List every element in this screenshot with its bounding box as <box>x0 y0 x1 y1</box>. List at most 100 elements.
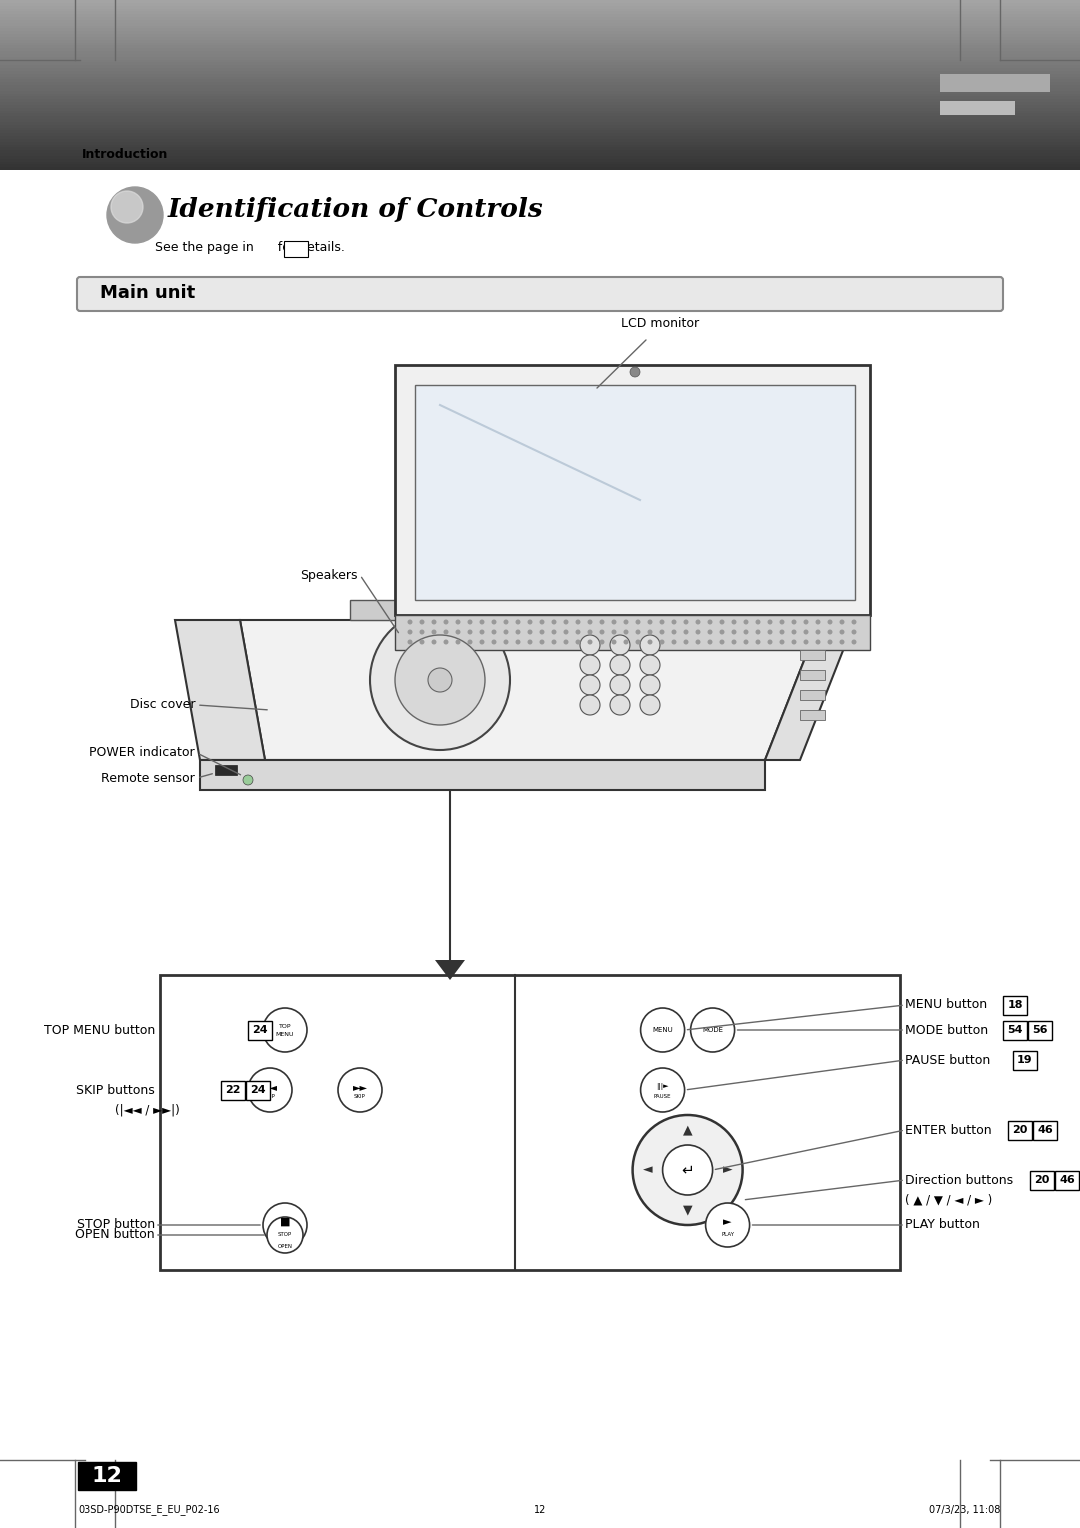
Circle shape <box>588 640 593 645</box>
Text: 19: 19 <box>1017 1054 1032 1065</box>
Bar <box>0 107 1080 110</box>
Bar <box>0 34 1080 37</box>
Circle shape <box>839 630 845 634</box>
Circle shape <box>804 630 809 634</box>
Text: 20: 20 <box>1012 1125 1028 1135</box>
Bar <box>0 127 1080 130</box>
Text: OPEN button: OPEN button <box>76 1229 156 1241</box>
Circle shape <box>432 640 436 645</box>
Bar <box>0 83 1080 86</box>
Circle shape <box>468 619 473 625</box>
Circle shape <box>768 619 772 625</box>
Text: LCD monitor: LCD monitor <box>621 316 699 330</box>
Circle shape <box>815 640 821 645</box>
Circle shape <box>419 630 424 634</box>
Circle shape <box>468 640 473 645</box>
Bar <box>0 113 1080 116</box>
Text: 56: 56 <box>1032 1025 1048 1034</box>
Bar <box>0 23 1080 26</box>
Circle shape <box>768 640 772 645</box>
Circle shape <box>731 640 737 645</box>
Circle shape <box>610 656 630 675</box>
Circle shape <box>444 640 448 645</box>
Bar <box>0 96 1080 99</box>
Circle shape <box>707 640 713 645</box>
Bar <box>0 9 1080 11</box>
Text: 46: 46 <box>1059 1175 1075 1186</box>
Circle shape <box>696 640 701 645</box>
Text: ( ▲ / ▼ / ◄ / ► ): ( ▲ / ▼ / ◄ / ► ) <box>905 1193 993 1207</box>
Circle shape <box>611 640 617 645</box>
Circle shape <box>264 1008 307 1051</box>
Circle shape <box>623 640 629 645</box>
Circle shape <box>588 630 593 634</box>
Circle shape <box>407 640 413 645</box>
Circle shape <box>815 619 821 625</box>
FancyBboxPatch shape <box>246 1080 270 1100</box>
Circle shape <box>611 630 617 634</box>
Bar <box>0 31 1080 34</box>
Circle shape <box>480 640 485 645</box>
Circle shape <box>780 640 784 645</box>
Circle shape <box>456 630 460 634</box>
Bar <box>0 119 1080 122</box>
Text: ▲: ▲ <box>683 1123 692 1137</box>
Circle shape <box>580 656 600 675</box>
Bar <box>0 99 1080 102</box>
Circle shape <box>468 630 473 634</box>
Text: Direction buttons: Direction buttons <box>905 1174 1013 1187</box>
Text: ◄◄: ◄◄ <box>262 1082 278 1093</box>
Circle shape <box>491 619 497 625</box>
Text: ↵: ↵ <box>681 1163 694 1178</box>
Bar <box>0 20 1080 23</box>
Text: Remote sensor: Remote sensor <box>102 772 195 784</box>
Text: ◄: ◄ <box>643 1163 652 1177</box>
Bar <box>0 150 1080 153</box>
Circle shape <box>719 619 725 625</box>
Circle shape <box>640 656 660 675</box>
Polygon shape <box>175 620 265 759</box>
Bar <box>0 156 1080 159</box>
Circle shape <box>707 619 713 625</box>
Circle shape <box>660 619 664 625</box>
Circle shape <box>540 630 544 634</box>
Bar <box>78 1462 136 1490</box>
Bar <box>0 73 1080 76</box>
Circle shape <box>792 640 797 645</box>
Circle shape <box>804 619 809 625</box>
Bar <box>0 76 1080 79</box>
Bar <box>0 70 1080 73</box>
Circle shape <box>743 630 748 634</box>
Circle shape <box>756 619 760 625</box>
Circle shape <box>527 640 532 645</box>
Circle shape <box>640 636 660 656</box>
Bar <box>0 86 1080 87</box>
Text: |||►: |||► <box>657 1083 669 1091</box>
Text: PAUSE: PAUSE <box>653 1094 672 1100</box>
Bar <box>0 57 1080 60</box>
FancyBboxPatch shape <box>1055 1170 1079 1189</box>
Bar <box>0 69 1080 70</box>
Circle shape <box>444 630 448 634</box>
Circle shape <box>623 619 629 625</box>
Circle shape <box>660 630 664 634</box>
Circle shape <box>696 619 701 625</box>
Circle shape <box>576 630 581 634</box>
Text: MENU: MENU <box>275 1033 294 1038</box>
Circle shape <box>456 619 460 625</box>
Text: Identification of Controls: Identification of Controls <box>168 197 543 223</box>
Bar <box>0 79 1080 83</box>
Circle shape <box>731 630 737 634</box>
Text: 07/3/23, 11:08: 07/3/23, 11:08 <box>929 1505 1000 1514</box>
Circle shape <box>851 619 856 625</box>
Circle shape <box>564 630 568 634</box>
Circle shape <box>839 640 845 645</box>
Circle shape <box>672 619 676 625</box>
Text: 24: 24 <box>251 1085 266 1096</box>
Circle shape <box>780 630 784 634</box>
Circle shape <box>407 630 413 634</box>
Text: TOP: TOP <box>279 1024 292 1030</box>
Circle shape <box>851 640 856 645</box>
Circle shape <box>267 1216 303 1253</box>
Bar <box>0 136 1080 139</box>
